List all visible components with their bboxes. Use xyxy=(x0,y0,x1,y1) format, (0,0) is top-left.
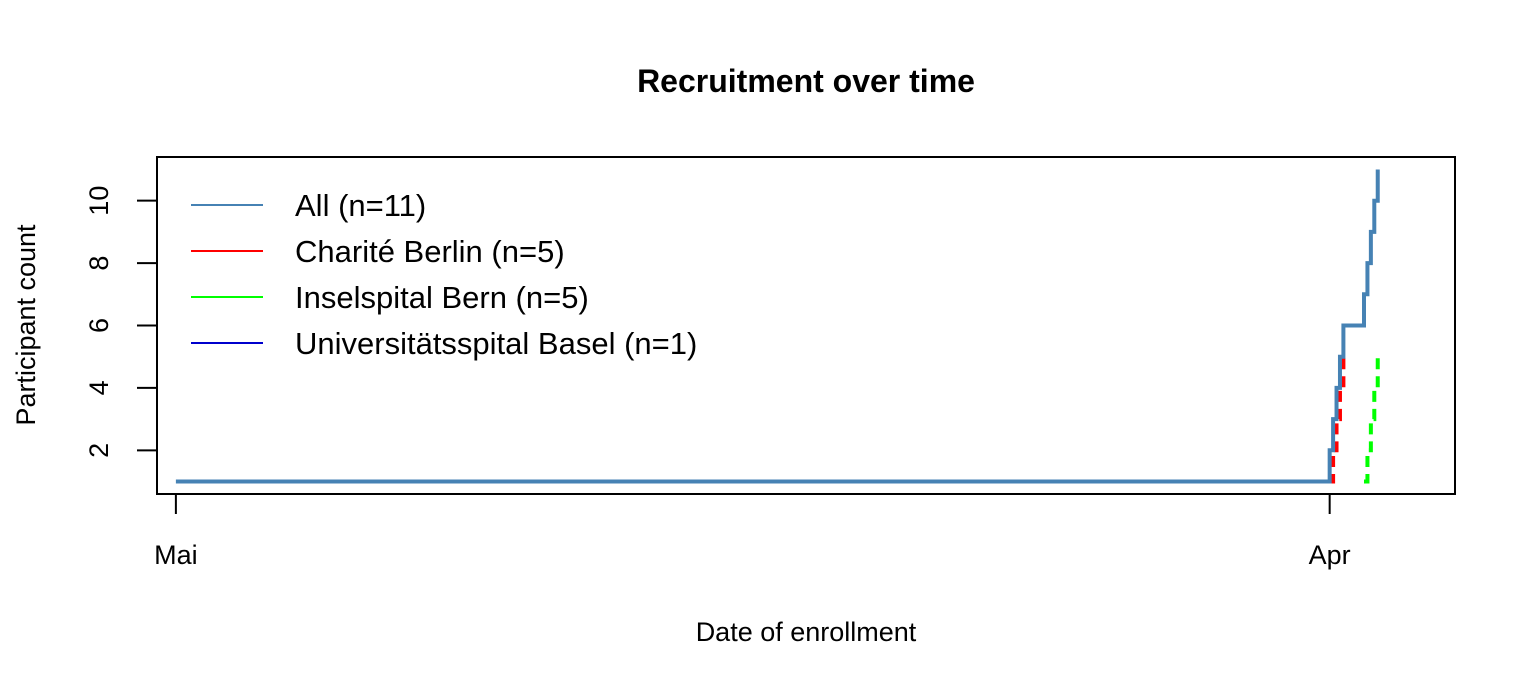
y-tick-label: 10 xyxy=(84,186,114,216)
y-axis: 2 4 6 8 10 xyxy=(84,186,158,458)
y-axis-label: Participant count xyxy=(11,224,41,426)
x-tick-label: Mai xyxy=(154,540,198,570)
series-line-2 xyxy=(1364,356,1380,484)
legend-label-1: Charité Berlin (n=5) xyxy=(295,234,565,269)
legend-label-0: All (n=11) xyxy=(295,188,426,223)
x-axis: Mai Apr xyxy=(154,493,1351,570)
y-tick-label: 6 xyxy=(84,318,114,333)
x-tick-label: Apr xyxy=(1309,540,1351,570)
legend-label-3: Universitätsspital Basel (n=1) xyxy=(295,326,697,361)
series-line-0 xyxy=(175,169,1380,484)
x-axis-label: Date of enrollment xyxy=(696,617,917,647)
chart-title: Recruitment over time xyxy=(637,63,975,99)
y-tick-label: 4 xyxy=(84,380,114,395)
y-tick-label: 8 xyxy=(84,256,114,271)
series-layer xyxy=(175,169,1380,484)
y-tick-label: 2 xyxy=(84,443,114,458)
legend: All (n=11) Charité Berlin (n=5) Inselspita… xyxy=(191,188,697,361)
legend-label-2: Inselspital Bern (n=5) xyxy=(295,280,589,315)
